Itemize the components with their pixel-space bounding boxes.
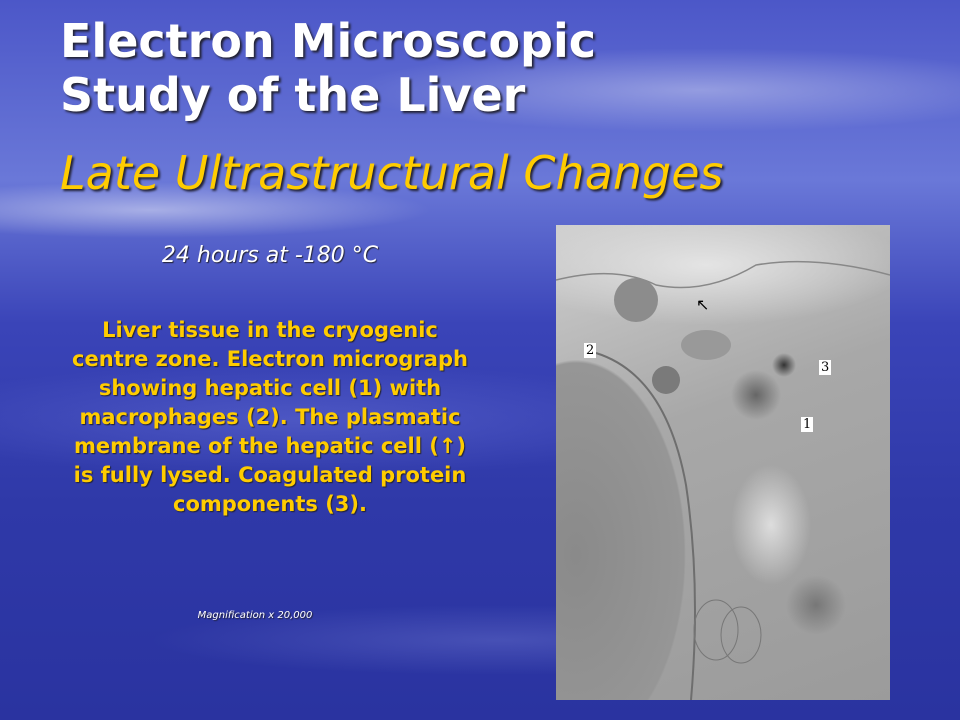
- slide-title: Electron Microscopic Study of the Liver: [60, 14, 596, 122]
- description-text: Liver tissue in the cryogenic centre zon…: [72, 318, 468, 516]
- arrow-icon: ↖: [696, 295, 710, 314]
- condition-text: 24 hours at -180 °C: [161, 243, 379, 268]
- electron-micrograph-image: 2 3 1 ↖: [556, 225, 890, 700]
- title-line-2: Study of the Liver: [60, 68, 526, 122]
- title-line-1: Electron Microscopic: [60, 14, 597, 68]
- label-macrophage: 2: [584, 343, 597, 358]
- label-protein-components: 3: [819, 360, 832, 375]
- label-hepatic-cell: 1: [801, 417, 814, 432]
- magnification-text: Magnification x 20,000: [197, 610, 313, 621]
- micrograph-texture: [556, 260, 890, 700]
- slide-subtitle: Late Ultrastructural Changes: [60, 146, 724, 200]
